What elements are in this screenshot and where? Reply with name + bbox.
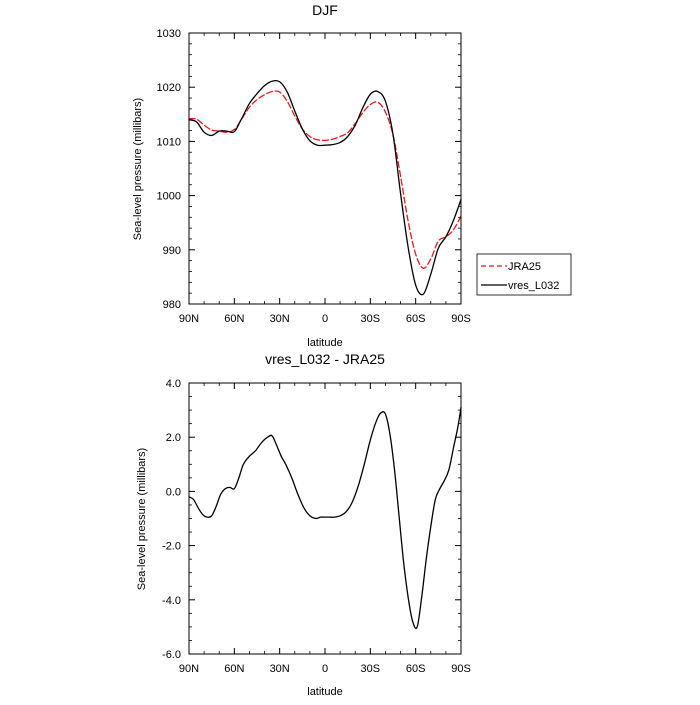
bottom-plot-frame: [188, 382, 462, 655]
bottom-y-tick-label: 4.0: [166, 378, 181, 390]
top-ticks: 90N 60N 30N 0 30S 60S 90S 980 990 1000 1010 1020 103…: [157, 28, 471, 325]
legend-label-vres-l032: vres_L032: [508, 280, 559, 292]
top-y-tick-label: 980: [163, 299, 181, 311]
top-x-tick-label: 90N: [179, 313, 199, 325]
bottom-x-tick-label: 90N: [179, 663, 199, 675]
top-x-tick-label: 0: [322, 313, 328, 325]
bottom-x-axis-label: latitude: [307, 686, 342, 698]
top-series-line-jra25: [188, 90, 462, 269]
bottom-x-tick-label: 30N: [270, 663, 290, 675]
bottom-chart-title: vres_L032 - JRA25: [265, 351, 385, 367]
top-x-tick-label: 30S: [361, 313, 381, 325]
top-y-tick-label: 1000: [157, 191, 181, 203]
bottom-x-tick-label: 90S: [451, 663, 471, 675]
top-x-tick-label: 60S: [406, 313, 426, 325]
bottom-x-tick-label: 60S: [406, 663, 426, 675]
bottom-panel: vres_L032 - JRA25 Sea-level pressure (mi…: [136, 351, 471, 698]
bottom-ticks: 90N 60N 30N 0 30S 60S 90S -6.0 -4.0 -2.0 0.0 2.0 4.0: [162, 378, 471, 675]
bottom-y-tick-label: 2.0: [166, 432, 181, 444]
bottom-y-tick-label: -4.0: [162, 595, 181, 607]
bottom-series-line-difference-0: [188, 406, 462, 630]
top-y-tick-label: 1030: [157, 28, 181, 40]
top-x-tick-label: 90S: [451, 313, 471, 325]
top-x-tick-label: 60N: [224, 313, 244, 325]
bottom-y-tick-label: -6.0: [162, 649, 181, 661]
top-x-tick-label: 30N: [270, 313, 290, 325]
bottom-y-tick-label: -2.0: [162, 541, 181, 553]
bottom-y-axis-label: Sea-level pressure (millibars): [136, 448, 148, 590]
top-series-line-vres-l032: [188, 79, 462, 296]
top-panel: DJF Sea-level pressure (millibars) latit…: [132, 2, 572, 349]
top-series-group: [188, 79, 462, 296]
bottom-series-group: [188, 406, 462, 630]
legend-label-jra25: JRA25: [508, 261, 541, 273]
legend-box: [476, 253, 572, 296]
bottom-x-tick-label: 0: [322, 663, 328, 675]
top-y-tick-label: 1020: [157, 82, 181, 94]
bottom-x-tick-label: 60N: [224, 663, 244, 675]
top-x-axis-label: latitude: [307, 337, 342, 349]
top-y-axis-label: Sea-level pressure (millibars): [132, 98, 144, 240]
top-y-tick-label: 990: [163, 245, 181, 257]
top-y-tick-label: 1010: [157, 136, 181, 148]
bottom-y-tick-label: 0.0: [166, 486, 181, 498]
legend: JRA25 vres_L032: [476, 253, 572, 296]
top-chart-title: DJF: [312, 2, 338, 18]
bottom-x-tick-label: 30S: [361, 663, 381, 675]
top-plot-frame: [188, 32, 462, 305]
